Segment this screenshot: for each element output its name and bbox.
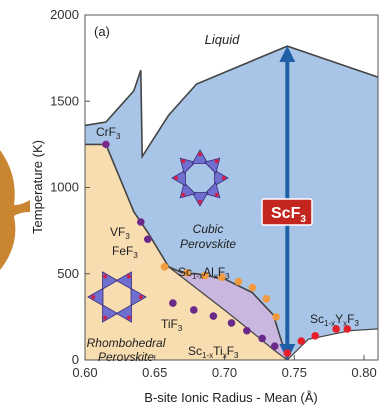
point-sc1-xalxf3-1 [183, 269, 191, 277]
scf3-label-box: ScF3 [261, 198, 313, 226]
point-crf3-0 [102, 140, 110, 149]
motif-cubic-atom-5 [181, 159, 186, 164]
rhombohedral-cubic-boundary-line [85, 143, 289, 361]
scf3-label: ScF3 [271, 205, 306, 225]
motif-rhomb-unit-3 [87, 287, 104, 307]
point-fef3-0 [143, 235, 152, 244]
sc-al-label: Sc1-xAlxF3 [178, 265, 230, 281]
motif-rhomb-atom-5 [126, 274, 131, 279]
vf3-label: VF3 [110, 225, 130, 241]
point-sc1-xtixf3-5 [258, 334, 266, 343]
point-sc1-xalxf3-2 [201, 271, 209, 280]
data-points [102, 140, 352, 357]
motif-rhomb-unit-0 [130, 287, 147, 307]
point-sc1-xalxf3-4 [234, 277, 243, 286]
x-axis-title: B-site Ionic Radius - Mean (Å) [144, 390, 317, 405]
motif-cubic-atom-3 [181, 192, 186, 197]
motif-cubic-atom-2 [198, 199, 202, 204]
y-tick-label-2: 1000 [50, 180, 79, 195]
x-tick-label-0: 0.60 [72, 365, 97, 380]
y-tick-label-0: 0 [72, 352, 79, 367]
point-sc1-xtixf3-1 [190, 306, 198, 314]
liquid-region-label: Liquid [205, 32, 240, 47]
point-sc1-xalxf3-6 [262, 294, 271, 303]
motif-cubic-atom-4 [174, 176, 179, 180]
motif-rhomb-atom-3 [91, 295, 96, 299]
x-tick-label-4: 0.80 [351, 365, 376, 380]
cubic-region-label-line2: Perovskite [180, 237, 236, 251]
cubic-lower-right-boundary-line [286, 328, 379, 361]
sc-ti-label: Sc1-xTixF3 [188, 344, 239, 360]
x-tick-label-1: 0.65 [142, 365, 167, 380]
motif-cubic-unit-2 [191, 192, 209, 207]
point-sc1-xyxf3-2 [332, 325, 340, 333]
point-scf3-0 [283, 349, 292, 357]
sc-y-label: Sc1-xYxF3 [310, 312, 360, 328]
cubic-perovskite-region [85, 46, 378, 360]
motif-cubic-unit-4 [171, 169, 186, 187]
cubic-structure-icon [171, 149, 229, 207]
motif-cubic-atom-6 [198, 152, 202, 157]
motif-rhomb-atom-2 [103, 315, 108, 320]
panel-label: (a) [94, 24, 110, 39]
x-tick-label-2: 0.70 [212, 365, 237, 380]
point-sc1-xalxf3-3 [217, 273, 226, 282]
point-sc1-xalxf3-5 [248, 283, 257, 292]
point-sc1-xyxf3-1 [311, 332, 320, 340]
rhombohedral-region-label-line2: Perovskite [98, 350, 154, 364]
point-sc1-xtixf3-2 [209, 312, 218, 320]
point-sc1-xtixf3-6 [270, 342, 279, 351]
rhombohedral-region-label-line1: Rhombohedral [87, 336, 166, 350]
motif-rhomb-atom-4 [103, 274, 108, 279]
point-sc1-xtixf3-0 [169, 299, 177, 307]
y-tick-label-3: 1500 [50, 93, 79, 108]
motif-rhomb-atom-1 [126, 315, 131, 320]
axis-ticks: 0.60 0.65 0.70 0.75 0.80 0 500 1000 1500 2000 [50, 7, 377, 380]
rhombohedral-structure-icon [87, 271, 147, 323]
side-motif-icon [0, 150, 30, 270]
y-tick-label-4: 2000 [50, 7, 79, 22]
cubic-region-label-line1: Cubic [193, 222, 224, 236]
motif-cubic-atom-7 [214, 159, 219, 164]
point-sc1-xyxf3-0 [297, 337, 306, 345]
y-axis-title: Temperature (K) [30, 140, 45, 234]
y-tick-label-1: 500 [57, 266, 79, 281]
motif-cubic-unit-0 [214, 169, 229, 187]
motif-cubic-unit-6 [191, 149, 209, 164]
point-sc1-xalxf3-0 [160, 263, 169, 271]
point-sc1-xtixf3-3 [227, 319, 236, 327]
mixed-lower-boundary-line [168, 266, 288, 361]
fef3-label: FeF3 [112, 244, 138, 260]
point-vf3-0 [137, 218, 145, 226]
point-sc1-xalxf3-7 [272, 313, 280, 321]
point-sc1-xyxf3-3 [343, 325, 352, 333]
crf3-label: CrF3 [96, 125, 121, 141]
point-sc1-xtixf3-4 [243, 326, 251, 335]
motif-cubic-atom-1 [214, 192, 219, 197]
melting-boundary-line [84, 45, 379, 160]
x-tick-label-3: 0.75 [282, 365, 307, 380]
motif-rhomb-atom-0 [138, 295, 143, 299]
tif3-label: TiF3 [161, 317, 183, 333]
motif-cubic-atom-0 [221, 176, 226, 180]
